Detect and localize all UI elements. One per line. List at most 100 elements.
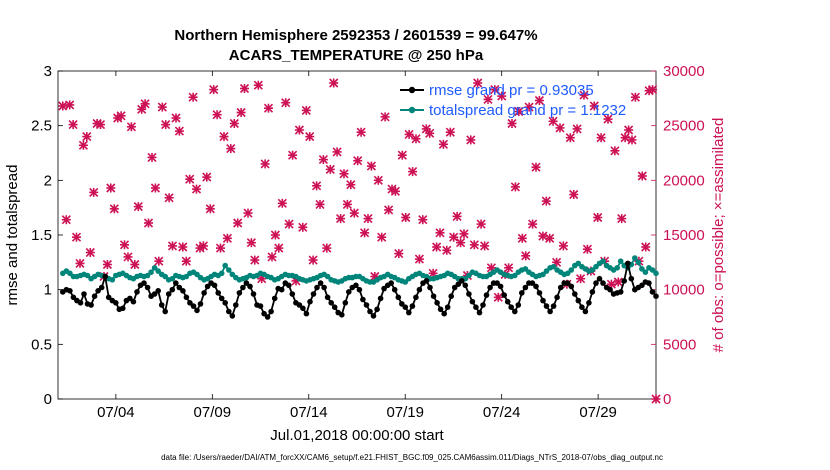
rmse-point [497,283,504,290]
obs-point [377,232,387,242]
totalspread-point [568,267,575,273]
obs-point [61,215,71,225]
obs-point [332,147,342,157]
obs-point [322,243,332,253]
rmse-point [639,282,645,289]
rmse-point [261,310,267,317]
obs-point [95,120,106,130]
left-tick-label: 2 [44,172,52,189]
obs-point [126,122,136,132]
obs-point [603,114,613,124]
rmse-point [402,304,409,311]
totalspread-point [540,271,546,278]
obs-point [617,214,627,224]
obs-point [517,233,527,243]
rmse-point [494,280,500,286]
totalspread-point [512,272,518,279]
totalspread-point [589,267,596,273]
rmse-point [423,278,430,284]
obs-point [476,219,486,229]
obs-point [82,132,92,142]
obs-point [305,132,315,142]
chart-title-line2: ACARS_TEMPERATURE @ 250 hPa [229,47,484,64]
obs-point [521,251,531,261]
left-tick-label: 3 [44,63,52,80]
totalspread-point [543,268,550,274]
totalspread-point [466,272,472,279]
obs-point [569,189,579,200]
obs-point [555,123,565,133]
obs-point [219,132,229,142]
obs-point [191,184,202,194]
obs-point [298,222,308,232]
obs-point [171,113,181,123]
rmse-point [501,292,508,298]
rmse-point [381,285,387,292]
rmse-point [409,303,416,309]
obs-point [380,112,390,122]
totalspread-point [218,270,225,277]
rmse-point [353,282,359,289]
totalspread-point [632,255,638,261]
rmse-point [328,300,335,306]
chart-title-line1: Northern Hemisphere 2592353 / 2601539 = … [174,27,537,44]
left-tick-label: 0 [44,391,52,408]
rmse-point [593,280,599,286]
rmse-point [543,303,550,309]
obs-point [490,85,500,95]
obs-point [133,202,143,212]
obs-point [360,228,370,238]
rmse-point [88,302,94,308]
rmse-point [70,294,77,301]
rmse-point [554,294,560,301]
obs-point [315,199,325,209]
rmse-point [324,294,331,301]
obs-point [641,242,651,252]
obs-point [394,249,404,259]
totalspread-point [84,272,91,279]
rmse-point [469,298,476,305]
rmse-point [271,295,278,302]
obs-point [174,126,184,136]
totalspread-point [550,263,557,270]
rmse-point [504,298,511,305]
rmse-point [466,291,472,297]
obs-point [246,238,256,248]
rmse-point [81,291,87,297]
totalspread-point [162,273,168,280]
x-tick-label: 07/14 [290,404,328,421]
obs-point [336,214,346,224]
totalspread-point [649,267,656,273]
rmse-point [406,309,412,316]
rmse-point [303,310,310,317]
obs-point [442,245,452,255]
rmse-point [141,280,147,286]
rmse-point [533,283,539,290]
obs-point [119,240,130,250]
rmse-point [162,308,168,315]
rmse-point [617,289,624,295]
rmse-point [416,286,423,293]
obs-point [473,78,483,88]
rmse-point [473,304,479,311]
rmse-point [204,283,211,290]
rmse-point [388,280,395,286]
rmse-point [529,280,536,286]
obs-point [267,252,277,262]
obs-point [85,247,95,258]
rmse-point [367,308,373,315]
obs-point [373,175,383,185]
rmse-point [360,296,366,303]
totalspread-point [600,258,606,265]
obs-point [531,162,541,172]
rmse-point [77,300,84,306]
obs-point [106,183,116,193]
obs-point [589,101,599,111]
rmse-point [391,286,398,293]
rmse-point [480,302,486,308]
totalspread-point [614,265,620,271]
obs-point [243,208,253,218]
left-axis-label: rmse and totalspread [4,165,21,306]
obs-point [281,98,291,108]
totalspread-point [617,258,624,265]
